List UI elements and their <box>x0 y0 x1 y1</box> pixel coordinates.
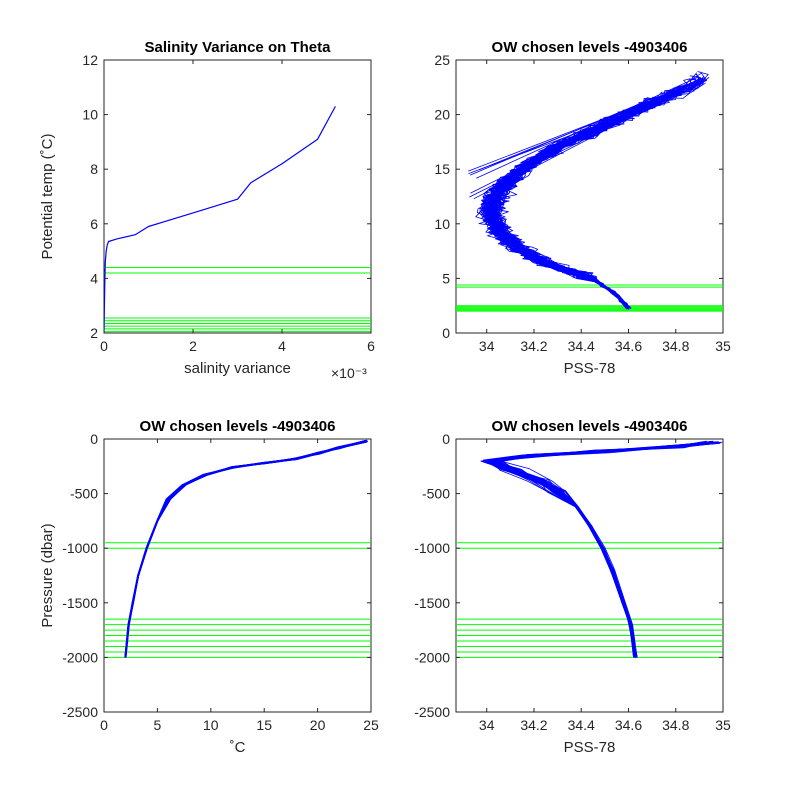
y-tick-label: 10 <box>434 216 450 232</box>
y-tick-label: -500 <box>422 486 450 502</box>
x-tick-label: 15 <box>256 717 272 733</box>
axes-pressure-temperature: 0 5 10 15 20 25 -2500 -2000 -1500 -1000 -500 0 OW ch… <box>39 418 379 756</box>
plot-content <box>456 71 723 312</box>
axes-pressure-salinity: 34 34.2 34.4 34.6 34.8 35 -2500 -2000 -1500 -1000… <box>414 418 731 756</box>
plot-content <box>456 440 723 658</box>
x-tick-label: 20 <box>310 717 326 733</box>
chart-title: OW chosen levels -4903406 <box>492 39 688 56</box>
x-axis-label: ˚C <box>230 739 246 756</box>
variance-line <box>104 106 336 333</box>
x-tick-label: 34.2 <box>520 338 547 354</box>
y-tick-label: 10 <box>82 107 98 123</box>
y-tick-label: 15 <box>434 161 450 177</box>
profile-line <box>493 77 704 309</box>
x-tick-label: 6 <box>367 338 375 354</box>
x-tick-label: 34.8 <box>662 338 689 354</box>
profile-line <box>493 443 709 658</box>
y-tick-label: -2000 <box>62 649 98 665</box>
plot-area <box>103 438 372 713</box>
x-tick-label: 34.2 <box>520 717 547 733</box>
y-tick-label: 12 <box>82 52 98 68</box>
y-tick-label: -2500 <box>62 704 98 720</box>
chart-title: OW chosen levels -4903406 <box>140 418 336 435</box>
x-tick-label: 34 <box>479 338 495 354</box>
x-axis-label: PSS-78 <box>564 360 616 377</box>
y-tick-label: 0 <box>90 431 98 447</box>
y-tick-label: 5 <box>442 270 450 286</box>
x-tick-label: 4 <box>278 338 286 354</box>
y-tick-label: 0 <box>442 431 450 447</box>
chart-title: OW chosen levels -4903406 <box>492 418 688 435</box>
y-axis-label: Potential temp (˚C) <box>39 134 56 260</box>
profile-line <box>484 102 654 308</box>
y-tick-label: 8 <box>90 161 98 177</box>
x-tick-label: 34.4 <box>568 338 595 354</box>
x-exponent-label: ×10⁻³ <box>331 365 367 381</box>
plot-content <box>104 106 371 333</box>
x-tick-label: 34 <box>479 717 495 733</box>
x-axis-label: PSS-78 <box>564 739 616 756</box>
x-tick-label: 25 <box>363 717 379 733</box>
y-tick-label: 0 <box>442 325 450 341</box>
y-axis-label: Pressure (dbar) <box>39 523 56 627</box>
x-axis-label: salinity variance <box>184 360 291 377</box>
y-tick-label: 20 <box>434 107 450 123</box>
y-tick-label: -1000 <box>62 540 98 556</box>
x-tick-label: 34.6 <box>615 717 642 733</box>
x-tick-label: 34.8 <box>662 717 689 733</box>
x-tick-label: 35 <box>715 338 731 354</box>
y-tick-label: 2 <box>90 325 98 341</box>
plot-area <box>103 59 372 334</box>
x-tick-label: 35 <box>715 717 731 733</box>
x-tick-label: 34.6 <box>615 338 642 354</box>
y-tick-label: -2500 <box>414 704 450 720</box>
y-tick-label: -2000 <box>414 649 450 665</box>
y-tick-label: 25 <box>434 52 450 68</box>
y-tick-label: -500 <box>70 486 98 502</box>
chart-title: Salinity Variance on Theta <box>145 39 332 56</box>
x-tick-label: 10 <box>203 717 219 733</box>
y-tick-label: 6 <box>90 216 98 232</box>
x-tick-label: 34.4 <box>568 717 595 733</box>
profile-line <box>125 440 366 658</box>
x-tick-label: 0 <box>100 717 108 733</box>
y-tick-label: 4 <box>90 270 98 286</box>
y-tick-label: -1000 <box>414 540 450 556</box>
x-tick-label: 2 <box>189 338 197 354</box>
plot-area <box>455 438 724 713</box>
y-tick-label: -1500 <box>62 595 98 611</box>
y-tick-label: -1500 <box>414 595 450 611</box>
x-tick-label: 0 <box>100 338 108 354</box>
x-tick-label: 5 <box>154 717 162 733</box>
plot-content <box>104 439 371 658</box>
axes-theta-salinity: 34 34.2 34.4 34.6 34.8 35 0 5 10 15 20 25 OW chosen … <box>434 39 731 377</box>
